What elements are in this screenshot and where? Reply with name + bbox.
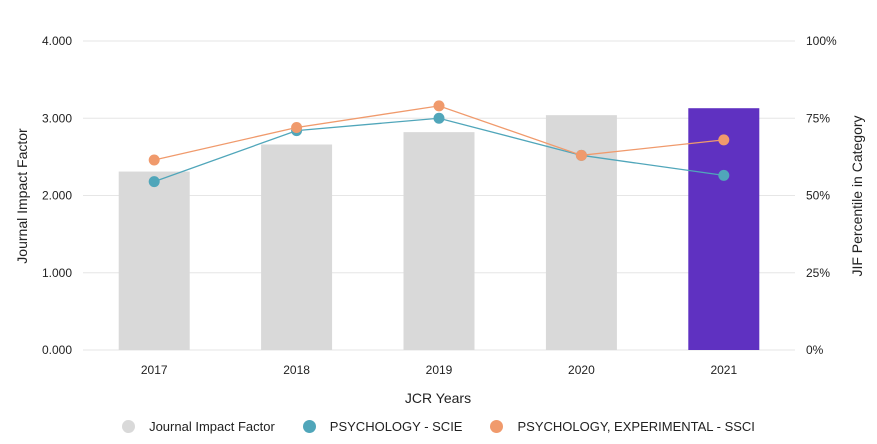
series-1-point-2019 [433, 100, 445, 112]
legend-marker-icon [302, 420, 316, 433]
series-0-point-2017 [148, 176, 160, 188]
legend-item-psychology-experimental-ssci[interactable]: PSYCHOLOGY, EXPERIMENTAL - SSCI [490, 419, 755, 434]
legend-marker-icon [490, 420, 504, 433]
bar-2019 [403, 132, 475, 350]
legend-label: Journal Impact Factor [149, 419, 275, 434]
left-tick-label: 1.000 [42, 266, 72, 280]
left-tick-label: 0.000 [42, 343, 72, 357]
right-axis-title: JIF Percentile in Category [849, 115, 865, 276]
legend: Journal Impact Factor PSYCHOLOGY - SCIE … [0, 419, 877, 434]
right-tick-label: 25% [806, 266, 830, 280]
series-lines [148, 100, 730, 188]
legend-marker-icon [122, 420, 136, 433]
right-tick-label: 75% [806, 111, 830, 125]
left-tick-label: 2.000 [42, 189, 72, 203]
legend-label: PSYCHOLOGY, EXPERIMENTAL - SSCI [517, 419, 755, 434]
legend-item-psychology-scie[interactable]: PSYCHOLOGY - SCIE [302, 419, 463, 434]
combo-chart: 0.000 1.000 2.000 3.000 4.000 0% 25% 50% 75% 100%… [14, 34, 865, 406]
x-axis-title: JCR Years [405, 390, 471, 406]
left-axis-title: Journal Impact Factor [14, 128, 30, 264]
right-tick-label: 50% [806, 189, 830, 203]
series-1-point-2017 [148, 154, 160, 166]
series-0-point-2019 [433, 112, 445, 124]
axis-ticks: 0.000 1.000 2.000 3.000 4.000 0% 25% 50% 75% 100%… [42, 34, 837, 377]
x-tick-label: 2021 [710, 363, 737, 377]
right-tick-label: 100% [806, 34, 837, 48]
x-tick-label: 2017 [141, 363, 168, 377]
series-0-point-2021 [718, 169, 730, 181]
right-tick-label: 0% [806, 343, 824, 357]
x-tick-label: 2018 [283, 363, 310, 377]
legend-label: PSYCHOLOGY - SCIE [329, 419, 463, 434]
series-1-point-2020 [575, 149, 587, 161]
left-tick-label: 4.000 [42, 34, 72, 48]
x-tick-label: 2020 [568, 363, 595, 377]
series-1-point-2018 [291, 122, 303, 134]
bar-2017 [118, 171, 190, 350]
bars [118, 108, 760, 351]
bar-2018 [261, 144, 333, 350]
bar-2021 [688, 108, 760, 351]
left-tick-label: 3.000 [42, 111, 72, 125]
legend-item-journal-impact-factor[interactable]: Journal Impact Factor [122, 419, 275, 434]
series-1-point-2021 [718, 134, 730, 146]
x-tick-label: 2019 [426, 363, 453, 377]
